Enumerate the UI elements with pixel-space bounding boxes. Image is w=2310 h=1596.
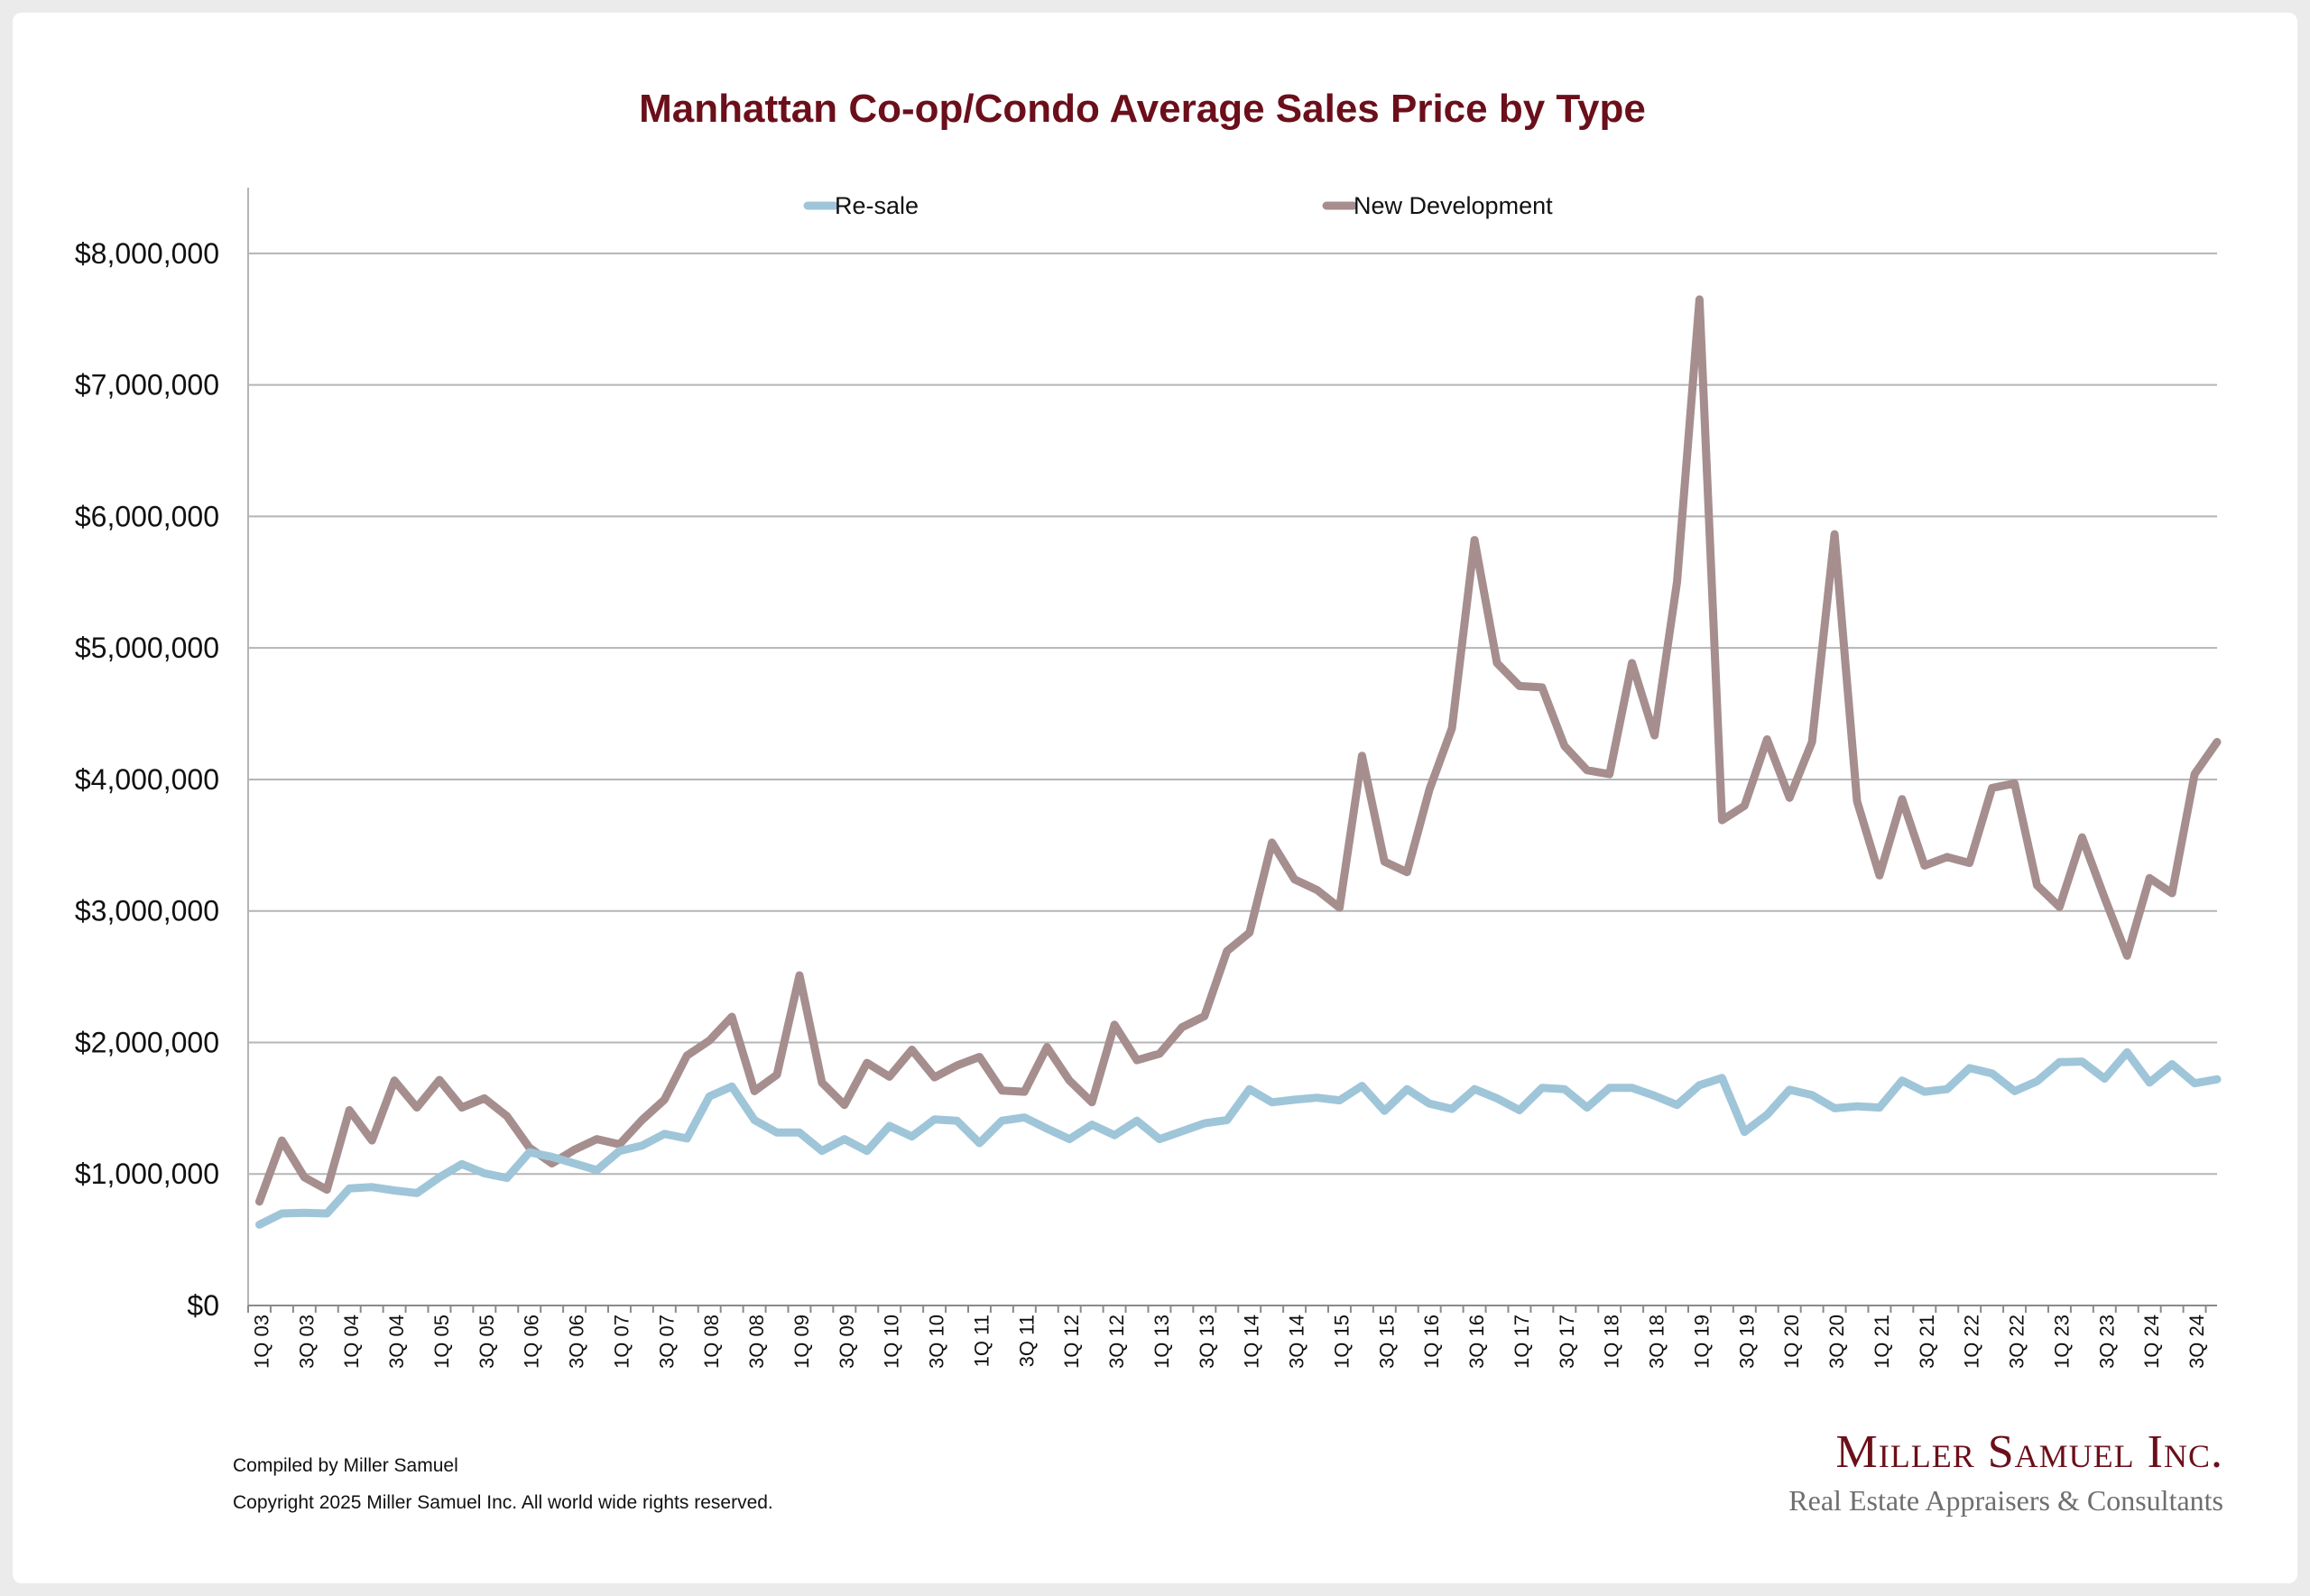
chart-title: Manhattan Co-op/Condo Average Sales Pric…	[639, 87, 1646, 131]
y-tick-label: $6,000,000	[75, 500, 219, 532]
x-tick-label: 3Q 07	[655, 1315, 678, 1369]
x-tick-label: 1Q 07	[610, 1315, 633, 1369]
x-tick-label: 1Q 22	[1961, 1315, 1983, 1369]
x-tick-label: 3Q 17	[1556, 1315, 1578, 1369]
chart-card	[13, 13, 2297, 1583]
x-tick-label: 1Q 18	[1601, 1315, 1623, 1369]
x-tick-label: 3Q 04	[385, 1315, 408, 1369]
x-tick-label: 3Q 05	[476, 1315, 498, 1369]
gridlines	[248, 252, 2217, 1176]
x-tick-label: 1Q 23	[2050, 1315, 2073, 1369]
x-tick-label: 3Q 23	[2095, 1315, 2118, 1369]
y-tick-label: $5,000,000	[75, 632, 219, 664]
x-tick-label: 1Q 17	[1511, 1315, 1533, 1369]
x-tick-label: 1Q 08	[700, 1315, 723, 1369]
series-line-re-sale	[255, 1047, 2222, 1229]
copyright-note: Copyright 2025 Miller Samuel Inc. All wo…	[233, 1492, 773, 1513]
x-tick-label: 3Q 15	[1375, 1315, 1398, 1369]
x-tick-label: 1Q 04	[340, 1315, 363, 1369]
x-tick-label: 3Q 13	[1196, 1315, 1218, 1369]
x-tick-label: 3Q 11	[1015, 1315, 1038, 1367]
series-line-new-development	[255, 295, 2222, 1206]
x-tick-label: 3Q 20	[1825, 1315, 1848, 1369]
legend-label-new-development: New Development	[1354, 192, 1553, 219]
x-tick-label: 1Q 06	[521, 1315, 543, 1369]
y-tick-label: $7,000,000	[75, 369, 219, 401]
logo-tagline: Real Estate Appraisers & Consultants	[1788, 1484, 2223, 1517]
x-tick-label: 3Q 19	[1735, 1315, 1758, 1369]
y-tick-label: $2,000,000	[75, 1026, 219, 1058]
x-tick-label: 1Q 10	[881, 1315, 903, 1369]
x-tick-label: 1Q 24	[2140, 1315, 2163, 1369]
x-tick-label: 1Q 12	[1060, 1315, 1083, 1369]
x-tick-label: 1Q 19	[1690, 1315, 1713, 1369]
x-tick-label: 3Q 06	[566, 1315, 588, 1369]
x-tick-label: 3Q 22	[2006, 1315, 2028, 1369]
y-tick-label: $8,000,000	[75, 237, 219, 270]
y-tick-label: $1,000,000	[75, 1158, 219, 1190]
y-tick-label: $0	[187, 1289, 219, 1322]
x-tick-label: 3Q 16	[1465, 1315, 1488, 1369]
x-tick-label: 3Q 10	[926, 1315, 948, 1369]
x-tick-label: 1Q 14	[1241, 1315, 1263, 1369]
y-tick-label: $3,000,000	[75, 895, 219, 927]
x-axis-ticks: 1Q 03 3Q 03 1Q 04 3Q 04 1Q 05 3Q 05 1Q 06 3Q 06…	[247, 1305, 2208, 1369]
y-tick-label: $4,000,000	[75, 763, 219, 796]
x-tick-label: 1Q 21	[1871, 1315, 1893, 1369]
x-tick-label: 3Q 24	[2185, 1315, 2208, 1369]
x-tick-label: 3Q 12	[1105, 1315, 1128, 1369]
x-tick-label: 1Q 11	[970, 1315, 993, 1367]
x-tick-label: 3Q 18	[1646, 1315, 1668, 1369]
legend: Re-sale New Development	[803, 192, 1553, 219]
x-tick-label: 1Q 05	[430, 1315, 453, 1369]
compiled-by-note: Compiled by Miller Samuel	[233, 1455, 458, 1476]
x-tick-label: 1Q 20	[1780, 1315, 1803, 1369]
x-tick-label: 3Q 08	[745, 1315, 768, 1369]
x-tick-label: 3Q 03	[295, 1315, 318, 1369]
x-tick-label: 1Q 16	[1420, 1315, 1443, 1369]
logo-company-name: Miller Samuel Inc.	[1835, 1426, 2223, 1478]
x-tick-label: 3Q 14	[1286, 1315, 1308, 1369]
x-tick-label: 1Q 09	[790, 1315, 813, 1369]
company-logo: Miller Samuel Inc. Real Estate Appraiser…	[1788, 1425, 2223, 1518]
x-tick-label: 3Q 21	[1916, 1315, 1938, 1369]
x-tick-label: 1Q 13	[1150, 1315, 1173, 1369]
x-tick-label: 1Q 15	[1330, 1315, 1353, 1369]
x-tick-label: 1Q 03	[250, 1315, 273, 1369]
legend-label-re-sale: Re-sale	[835, 192, 919, 219]
x-tick-label: 3Q 09	[836, 1315, 858, 1369]
y-axis-ticks: $0 $1,000,000 $2,000,000 $3,000,000 $4,000,0…	[75, 237, 219, 1322]
series-lines	[255, 295, 2222, 1229]
